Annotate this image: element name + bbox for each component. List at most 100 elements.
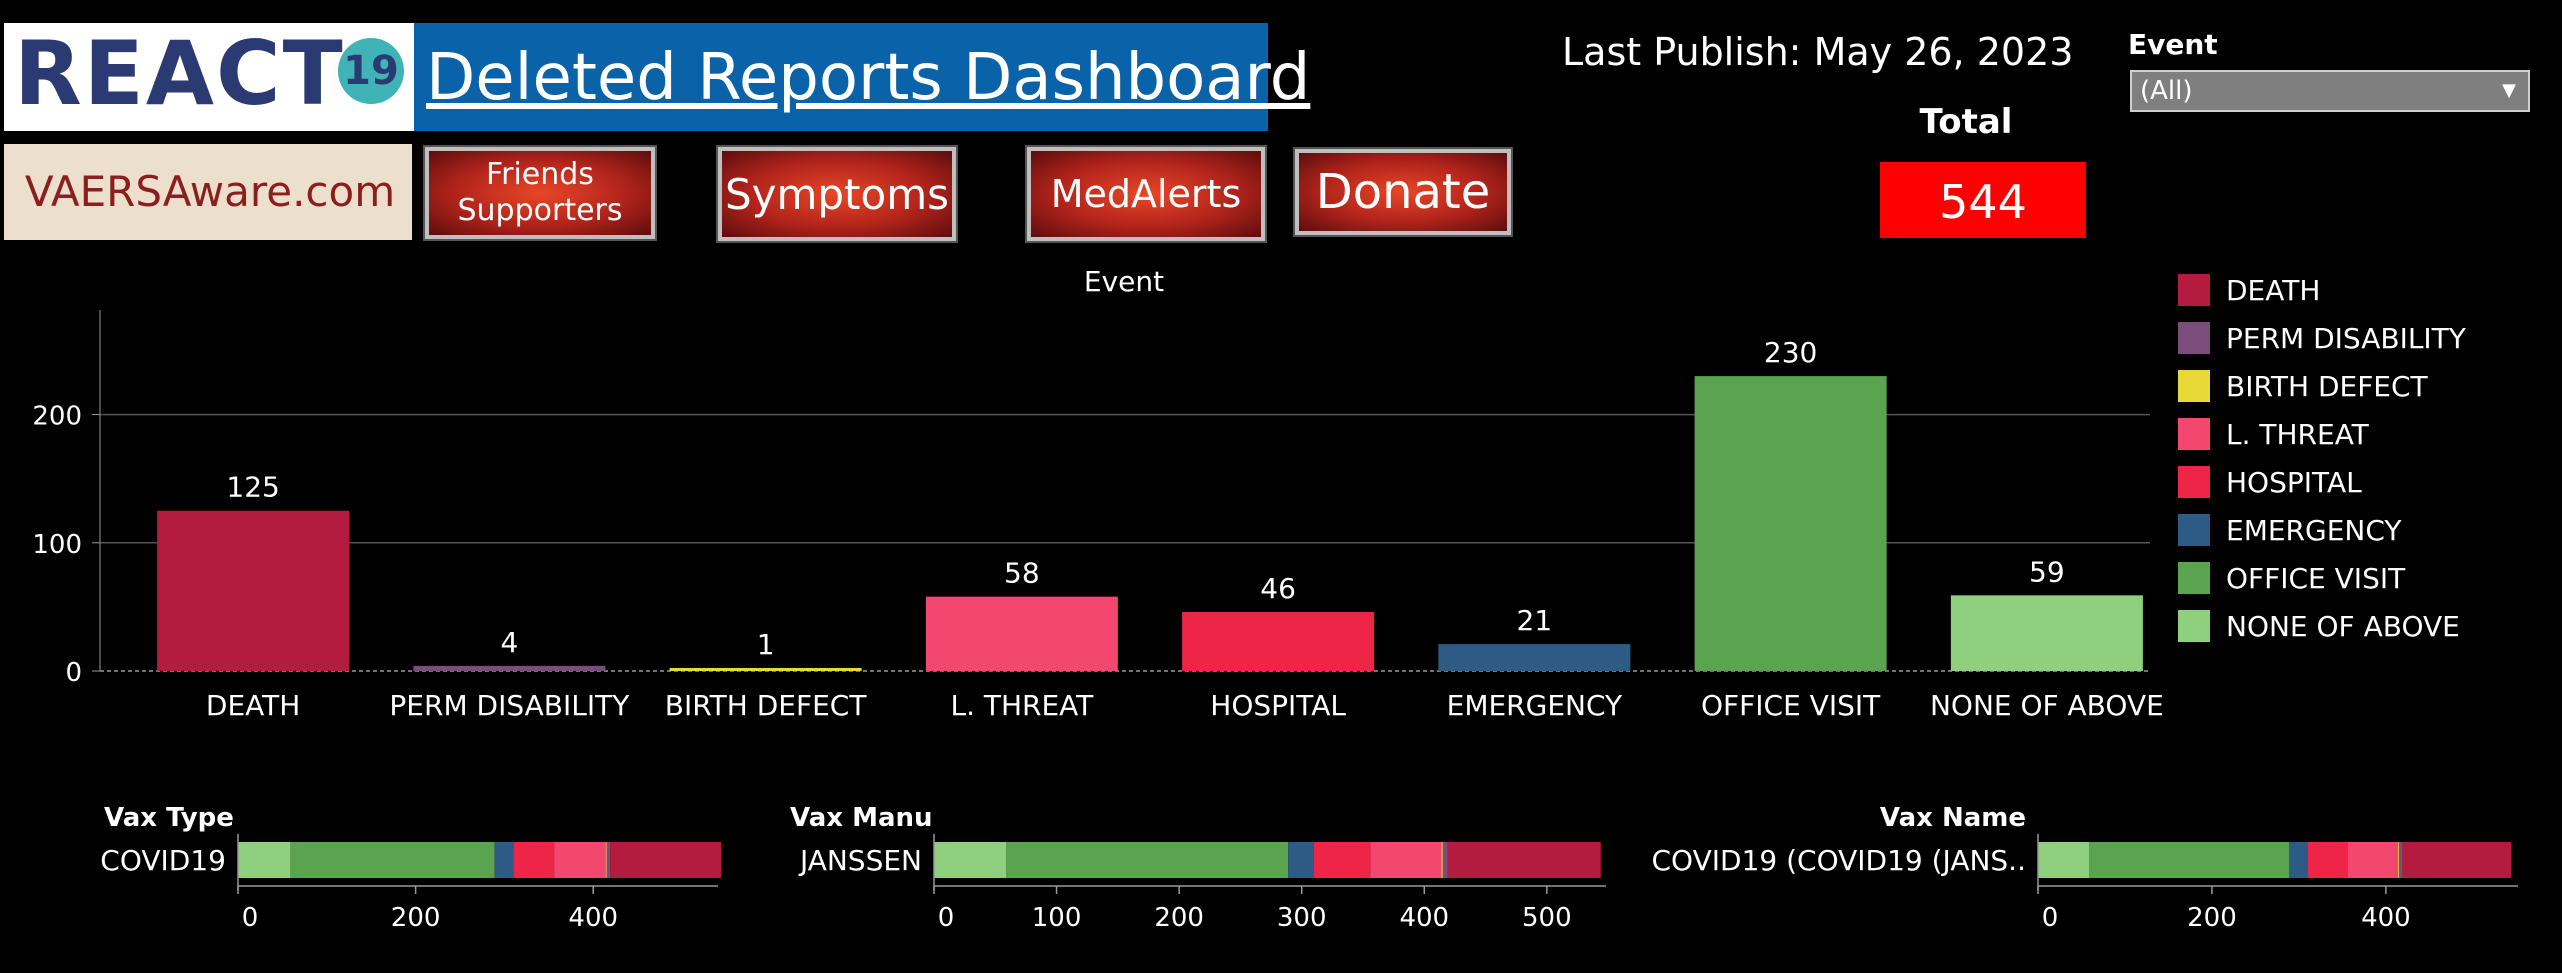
medalerts-button[interactable]: MedAlerts — [1025, 145, 1267, 243]
x-tick-label-perm-disability: PERM DISABILITY — [389, 689, 630, 722]
vax-type-segment-hospital[interactable] — [513, 842, 555, 878]
legend-swatch — [2178, 418, 2210, 450]
event-filter-dropdown[interactable]: (All) ▼ — [2130, 70, 2530, 112]
logo-badge: 19 — [338, 38, 404, 104]
vax-type-segment-none-of-above[interactable] — [238, 842, 291, 878]
vax-type-title: Vax Type — [104, 803, 234, 833]
bar-l-threat[interactable] — [925, 596, 1118, 671]
site-link[interactable]: VAERSAware.com — [24, 167, 396, 216]
legend-label: PERM DISABILITY — [2226, 321, 2466, 355]
total-label: Total — [1919, 102, 2013, 142]
vax-type-segment-l-threat[interactable] — [554, 842, 606, 878]
event-bar-chart: Event 0 100 200 125 DEATH 4 PERM DISABILITY 1 B… — [32, 265, 2164, 722]
vax-manu-category-label: JANSSEN — [798, 844, 922, 877]
event-filter-value: (All) — [2140, 76, 2193, 106]
vax-type-x-tick-label: 400 — [568, 903, 618, 933]
dashboard-title-link[interactable]: Deleted Reports Dashboard — [426, 41, 1311, 115]
vax-manu-segment-perm-disability[interactable] — [1442, 842, 1448, 878]
vax-type-segment-emergency[interactable] — [494, 842, 514, 878]
vax-manu-segment-death[interactable] — [1447, 842, 1601, 878]
data-label-death: 125 — [226, 471, 279, 504]
friends-supporters-button[interactable]: Friends Supporters — [423, 145, 657, 241]
legend-item-death[interactable]: DEATH — [2178, 272, 2320, 308]
x-tick-label-none-of-above: NONE OF ABOVE — [1930, 689, 2164, 722]
vax-manu-title: Vax Manu — [790, 803, 933, 833]
data-label-l-threat: 58 — [1004, 557, 1040, 590]
legend-label: L. THREAT — [2226, 417, 2369, 451]
vax-name-x-tick-label: 0 — [2042, 903, 2059, 933]
vax-manu-segment-hospital[interactable] — [1313, 842, 1371, 878]
bar-hospital[interactable] — [1182, 612, 1375, 671]
legend-item-hospital[interactable]: HOSPITAL — [2178, 464, 2362, 500]
vax-name-segment-none-of-above[interactable] — [2038, 842, 2090, 878]
legend-item-office-visit[interactable]: OFFICE VISIT — [2178, 560, 2405, 596]
donate-button[interactable]: Donate — [1293, 147, 1513, 237]
legend-label: OFFICE VISIT — [2226, 561, 2406, 595]
vax-name-segment-perm-disability[interactable] — [2398, 842, 2403, 878]
legend-item-birth-defect[interactable]: BIRTH DEFECT — [2178, 368, 2428, 404]
x-tick-label-birth-defect: BIRTH DEFECT — [665, 689, 868, 722]
data-label-office-visit: 230 — [1764, 336, 1817, 369]
data-label-hospital: 46 — [1260, 572, 1296, 605]
vax-name-segment-l-threat[interactable] — [2347, 842, 2399, 878]
vax-name-segment-death[interactable] — [2402, 842, 2512, 878]
legend-item-perm-disability[interactable]: PERM DISABILITY — [2178, 320, 2466, 356]
vax-name-x-tick-label: 200 — [2187, 903, 2237, 933]
bar-none-of-above[interactable] — [1950, 595, 2143, 671]
legend-swatch — [2178, 370, 2210, 402]
vax-name-x-tick-label: 400 — [2361, 903, 2411, 933]
bar-death[interactable] — [157, 510, 350, 671]
symptoms-button[interactable]: Symptoms — [716, 145, 958, 243]
vax-name-segment-office-visit[interactable] — [2089, 842, 2290, 878]
legend-swatch — [2178, 466, 2210, 498]
legend-item-l-threat[interactable]: L. THREAT — [2178, 416, 2369, 452]
vax-breakdown-charts: Vax Type Vax Manu Vax Name COVID19 0 200 40… — [100, 803, 2518, 933]
bar-emergency[interactable] — [1438, 644, 1631, 671]
vax-manu-x-tick-label: 300 — [1277, 903, 1327, 933]
vax-type-segment-birth-defect[interactable] — [605, 842, 608, 878]
vax-name-category-label: COVID19 (COVID19 (JANS.. — [1652, 844, 2027, 877]
site-banner — [4, 144, 412, 240]
event-filter-label: Event — [2128, 28, 2218, 61]
legend-label: HOSPITAL — [2226, 465, 2362, 499]
y-tick-label: 0 — [65, 658, 82, 688]
last-publish-date: Last Publish: May 26, 2023 — [1562, 30, 2074, 74]
vax-name-segment-birth-defect[interactable] — [2398, 842, 2400, 878]
vax-type-segment-perm-disability[interactable] — [606, 842, 611, 878]
legend-item-emergency[interactable]: EMERGENCY — [2178, 512, 2402, 548]
x-tick-label-office-visit: OFFICE VISIT — [1701, 689, 1881, 722]
y-tick-label: 200 — [32, 402, 82, 432]
total-value: 544 — [1880, 162, 2086, 238]
vax-manu-segment-birth-defect[interactable] — [1441, 842, 1443, 878]
vax-type-segment-office-visit[interactable] — [290, 842, 495, 878]
vax-manu-segment-l-threat[interactable] — [1370, 842, 1442, 878]
legend-swatch — [2178, 514, 2210, 546]
vax-name-segment-hospital[interactable] — [2307, 842, 2348, 878]
data-label-perm-disability: 4 — [500, 626, 518, 659]
friends-label: Friends — [486, 157, 594, 192]
supporters-label: Supporters — [457, 193, 623, 228]
bar-office-visit[interactable] — [1694, 376, 1887, 671]
legend-swatch — [2178, 562, 2210, 594]
vax-manu-segment-emergency[interactable] — [1288, 842, 1314, 878]
legend-swatch — [2178, 322, 2210, 354]
vax-manu-x-tick-label: 400 — [1399, 903, 1449, 933]
vax-type-x-tick-label: 200 — [391, 903, 441, 933]
legend-label: EMERGENCY — [2226, 513, 2402, 547]
vax-type-segment-death[interactable] — [610, 842, 722, 878]
chevron-down-icon: ▼ — [2502, 80, 2516, 101]
vax-type-category-label: COVID19 — [100, 844, 226, 877]
legend-label: BIRTH DEFECT — [2226, 369, 2428, 403]
y-tick-label: 100 — [32, 530, 82, 560]
vax-name-segment-emergency[interactable] — [2289, 842, 2308, 878]
legend-label: NONE OF ABOVE — [2226, 609, 2460, 643]
vax-manu-x-tick-label: 0 — [938, 903, 955, 933]
chart-title: Event — [1084, 265, 1164, 298]
vax-manu-segment-none-of-above[interactable] — [934, 842, 1007, 878]
legend-item-none-of-above[interactable]: NONE OF ABOVE — [2178, 608, 2460, 644]
vax-manu-x-tick-label: 500 — [1522, 903, 1572, 933]
vax-manu-segment-office-visit[interactable] — [1006, 842, 1289, 878]
legend-swatch — [2178, 274, 2210, 306]
bar-perm-disability[interactable] — [413, 665, 606, 671]
bar-birth-defect[interactable] — [669, 668, 862, 671]
